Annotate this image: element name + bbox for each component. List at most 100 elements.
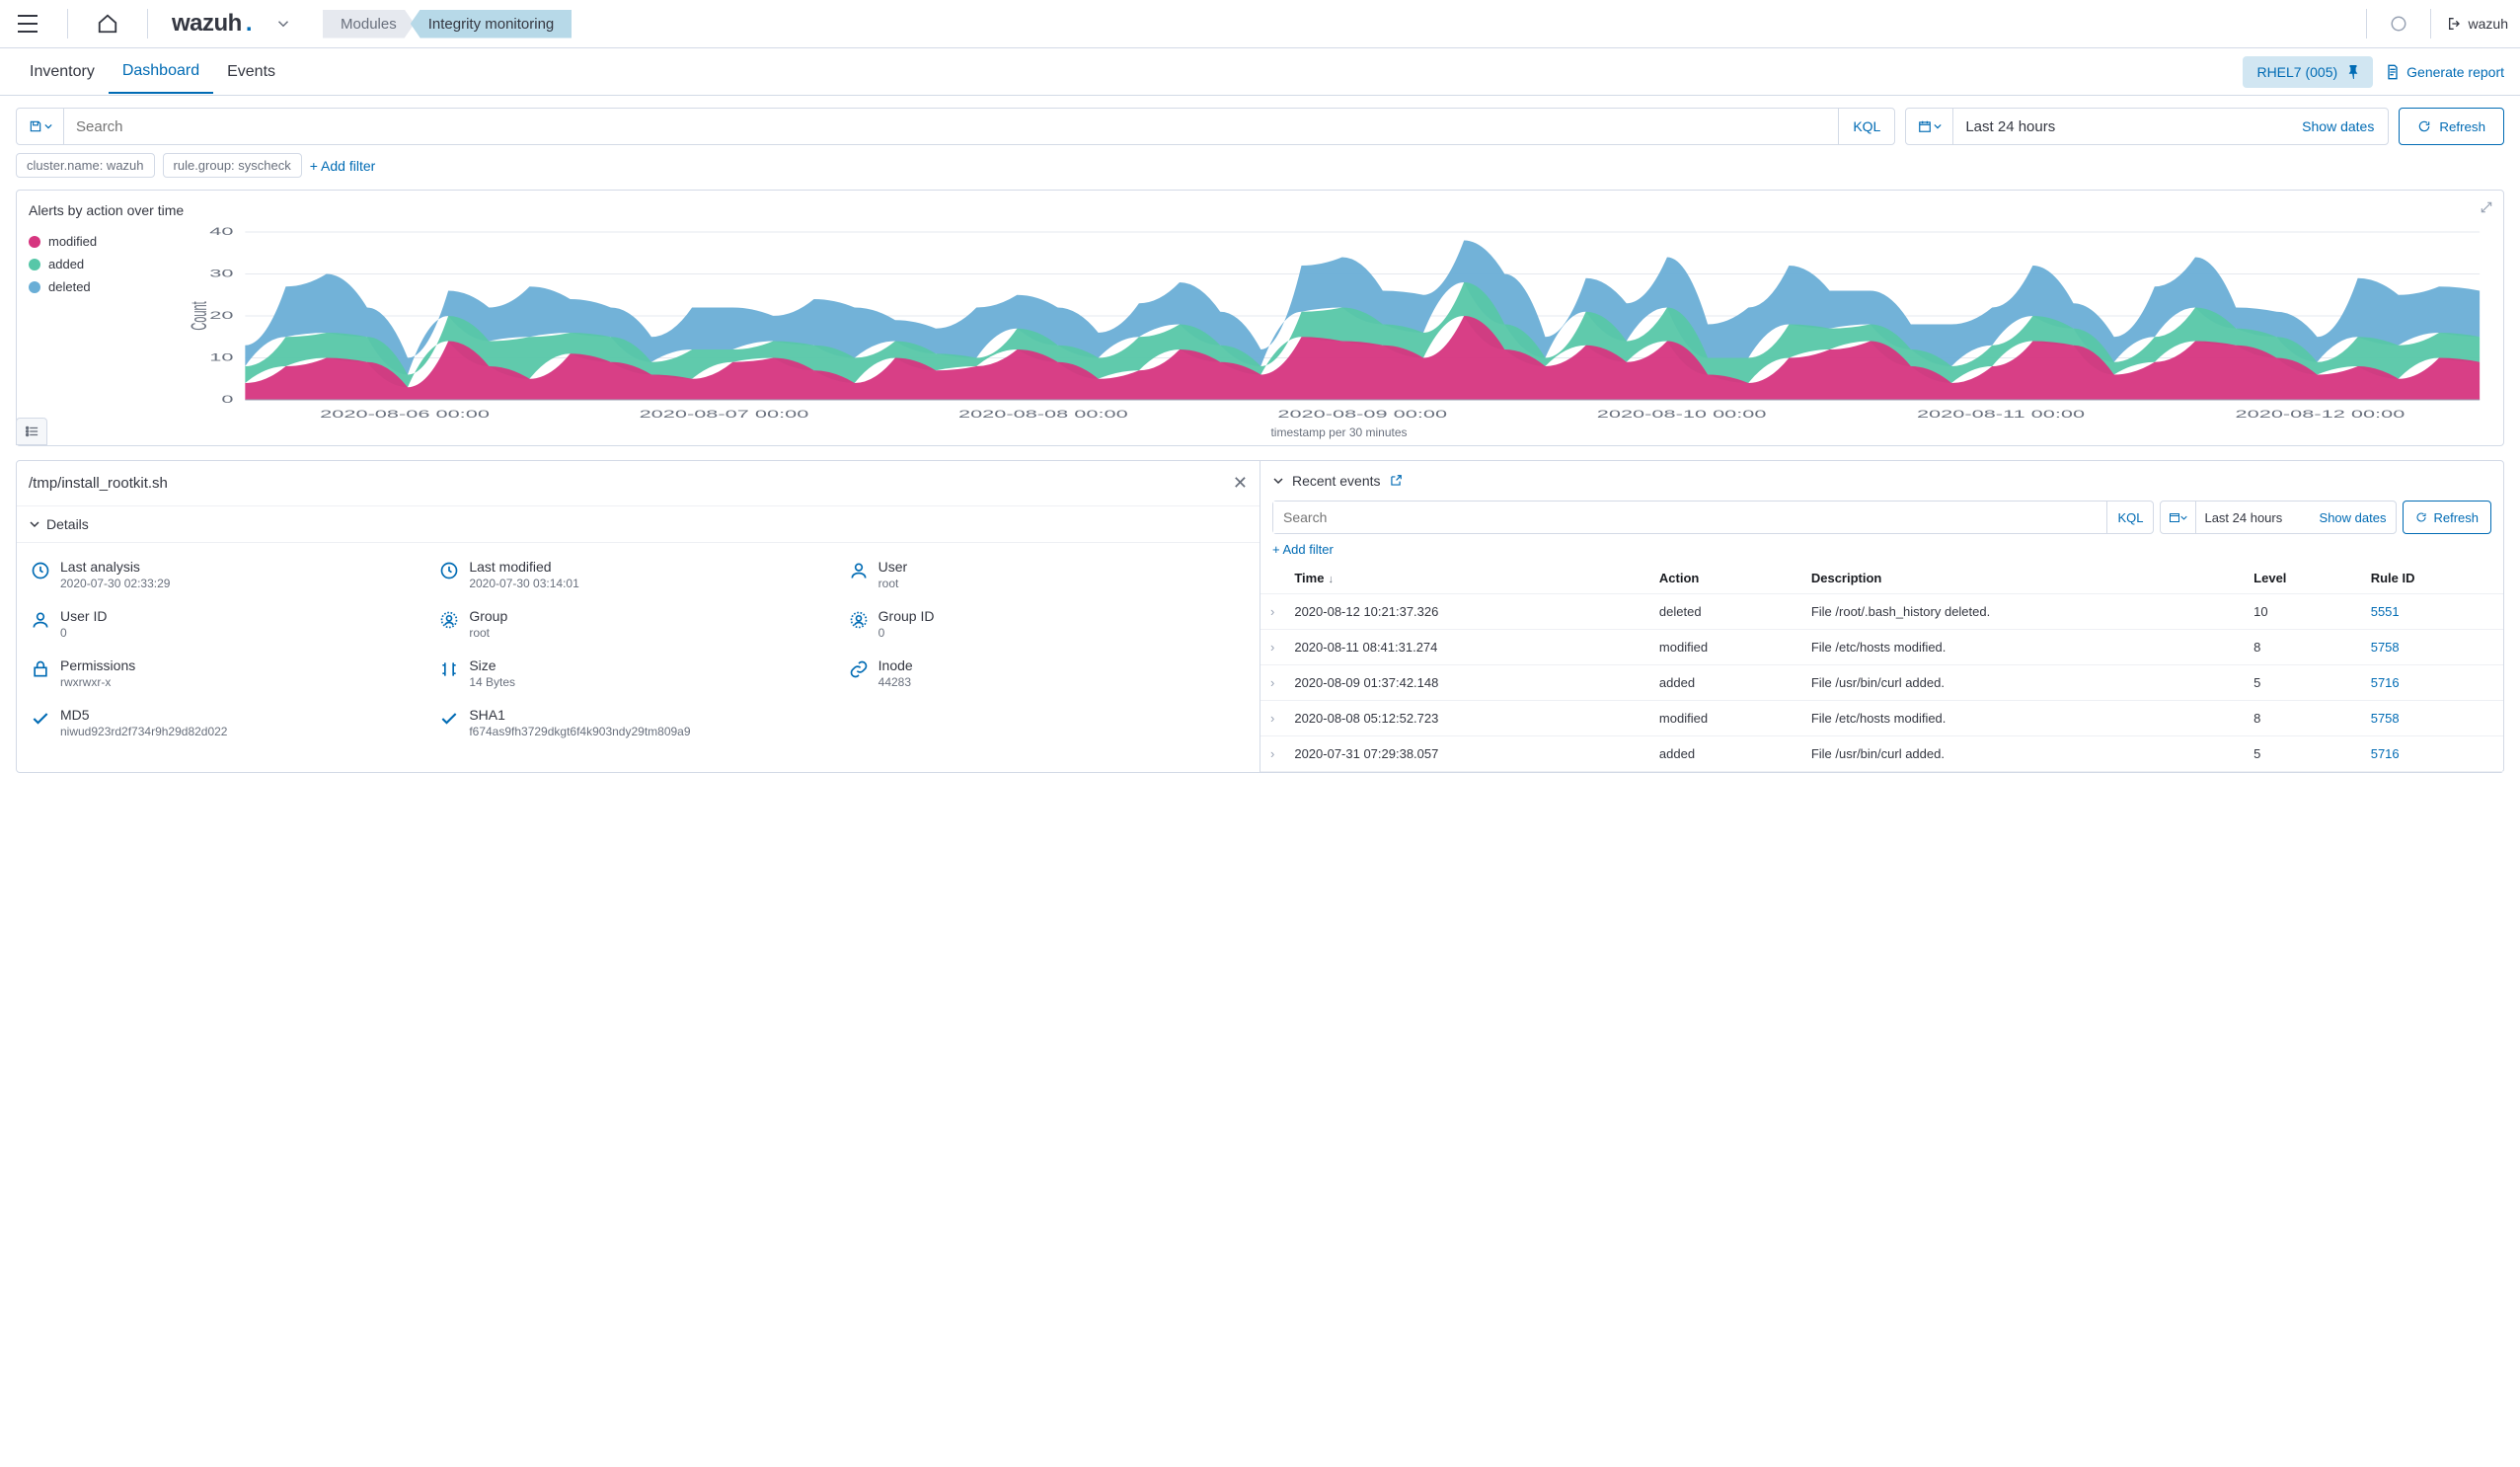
size-icon [439,659,459,679]
detail-label: Last modified [469,559,578,575]
table-row[interactable]: › 2020-08-09 01:37:42.148 added File /us… [1260,665,2503,701]
table-row[interactable]: › 2020-08-12 10:21:37.326 deleted File /… [1260,594,2503,630]
close-icon[interactable]: ✕ [1233,473,1248,494]
lock-icon [31,659,50,679]
col-time[interactable]: Time↓ [1284,563,1649,594]
cell-ruleid[interactable]: 5716 [2361,736,2503,772]
cell-action: added [1649,736,1801,772]
expand-row-icon[interactable]: › [1260,630,1284,665]
recent-refresh-button[interactable]: Refresh [2403,501,2491,534]
tab-events[interactable]: Events [213,51,289,93]
chart-xlabel: timestamp per 30 minutes [187,425,2491,439]
calendar-icon [2169,511,2180,523]
detail-label: User [878,559,908,575]
chart-panel: Alerts by action over time modified adde… [16,190,2504,446]
svg-text:40: 40 [209,226,233,238]
svg-text:30: 30 [209,267,233,279]
cell-ruleid[interactable]: 5716 [2361,665,2503,701]
table-row[interactable]: › 2020-08-11 08:41:31.274 modified File … [1260,630,2503,665]
expand-row-icon[interactable]: › [1260,594,1284,630]
cell-ruleid[interactable]: 5551 [2361,594,2503,630]
detail-value: 0 [60,626,107,640]
kql-toggle[interactable]: KQL [1838,109,1894,144]
search-input[interactable] [64,109,1838,144]
saved-queries-dropdown[interactable] [17,109,64,144]
recent-date-range[interactable]: Last 24 hours [2196,502,2309,533]
home-icon[interactable] [92,8,123,39]
chevron-down-icon [1272,475,1284,487]
group-icon [439,610,459,630]
user-icon [849,561,869,580]
brand-logo: wazuh. [172,10,252,38]
pin-icon [2347,65,2359,79]
link-icon [849,659,869,679]
cell-action: deleted [1649,594,1801,630]
filter-chip-rulegroup[interactable]: rule.group: syscheck [163,153,302,178]
user-icon [31,610,50,630]
menu-icon[interactable] [12,8,43,39]
tab-dashboard[interactable]: Dashboard [109,50,213,94]
calendar-dropdown[interactable] [1906,109,1953,144]
detail-group-id: Group ID 0 [849,608,1246,640]
cell-ruleid[interactable]: 5758 [2361,630,2503,665]
col-action[interactable]: Action [1649,563,1801,594]
generate-report-link[interactable]: Generate report [2385,64,2504,80]
recent-show-dates[interactable]: Show dates [2310,502,2397,533]
tab-inventory[interactable]: Inventory [16,51,109,93]
expand-row-icon[interactable]: › [1260,665,1284,701]
col-description[interactable]: Description [1801,563,2244,594]
detail-size: Size 14 Bytes [439,657,836,689]
brand-chevron-icon[interactable] [267,8,299,39]
detail-user-id: User ID 0 [31,608,427,640]
cell-ruleid[interactable]: 5758 [2361,701,2503,736]
col-level[interactable]: Level [2244,563,2361,594]
legend-deleted[interactable]: deleted [29,279,187,294]
events-table: Time↓ Action Description Level Rule ID ›… [1260,563,2503,772]
recent-search-input[interactable] [1273,502,2106,533]
add-filter-link[interactable]: + Add filter [310,158,376,174]
date-range-label[interactable]: Last 24 hours [1953,109,2288,144]
detail-value: niwud923rd2f734r9h29d82d022 [60,725,227,738]
detail-value: root [469,626,507,640]
legend-modified[interactable]: modified [29,234,187,249]
cell-time: 2020-08-08 05:12:52.723 [1284,701,1649,736]
cell-time: 2020-08-11 08:41:31.274 [1284,630,1649,665]
filter-chip-cluster[interactable]: cluster.name: wazuh [16,153,155,178]
cell-level: 5 [2244,736,2361,772]
user-menu[interactable]: wazuh [2447,16,2508,32]
detail-inode: Inode 44283 [849,657,1246,689]
detail-value: 2020-07-30 03:14:01 [469,577,578,590]
legend-added[interactable]: added [29,257,187,271]
svg-text:0: 0 [221,393,233,406]
file-path: /tmp/install_rootkit.sh [29,475,168,492]
file-details-panel: /tmp/install_rootkit.sh ✕ Details Last a… [17,461,1260,772]
breadcrumb-modules[interactable]: Modules [323,10,415,39]
show-dates-link[interactable]: Show dates [2288,109,2388,144]
refresh-button[interactable]: Refresh [2399,108,2504,145]
detail-md5: MD5 niwud923rd2f734r9h29d82d022 [31,707,427,738]
cell-description: File /etc/hosts modified. [1801,701,2244,736]
cell-action: modified [1649,630,1801,665]
col-ruleid[interactable]: Rule ID [2361,563,2503,594]
loading-icon [2383,8,2414,39]
agent-pill[interactable]: RHEL7 (005) [2243,56,2373,88]
refresh-icon [2417,119,2431,133]
detail-label: Group ID [878,608,935,624]
table-row[interactable]: › 2020-07-31 07:29:38.057 added File /us… [1260,736,2503,772]
expand-icon[interactable] [2480,200,2493,214]
legend-toggle-icon[interactable] [16,418,47,445]
table-row[interactable]: › 2020-08-08 05:12:52.723 modified File … [1260,701,2503,736]
popout-icon[interactable] [1389,474,1403,488]
recent-calendar-dropdown[interactable] [2161,502,2196,533]
expand-row-icon[interactable]: › [1260,701,1284,736]
filter-row: cluster.name: wazuh rule.group: syscheck… [0,145,2520,190]
save-icon [29,119,42,133]
recent-add-filter[interactable]: + Add filter [1260,542,2503,563]
details-toggle[interactable]: Details [17,506,1260,543]
expand-row-icon[interactable]: › [1260,736,1284,772]
detail-label: Last analysis [60,559,170,575]
recent-kql-toggle[interactable]: KQL [2106,502,2153,533]
detail-label: Permissions [60,657,135,673]
svg-text:20: 20 [209,309,233,322]
detail-last-analysis: Last analysis 2020-07-30 02:33:29 [31,559,427,590]
